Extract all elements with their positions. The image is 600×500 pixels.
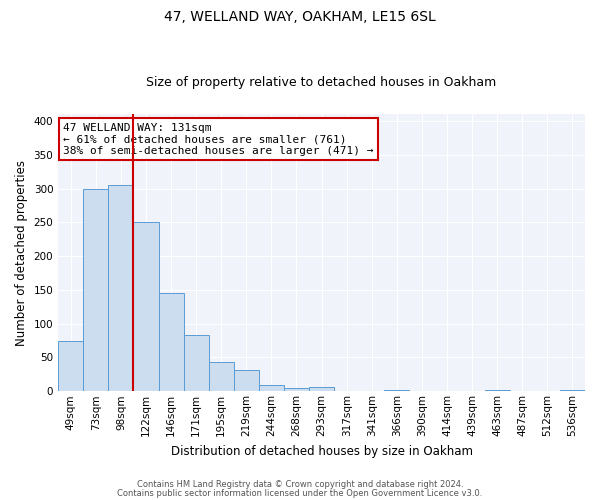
Bar <box>83 188 109 392</box>
Bar <box>560 390 585 392</box>
Bar <box>234 370 259 392</box>
Bar <box>133 222 158 392</box>
Bar <box>58 340 83 392</box>
Bar <box>385 390 409 392</box>
Bar <box>109 185 133 392</box>
Text: Contains HM Land Registry data © Crown copyright and database right 2024.: Contains HM Land Registry data © Crown c… <box>137 480 463 489</box>
Bar <box>485 390 510 392</box>
Bar <box>284 388 309 392</box>
Bar <box>309 387 334 392</box>
Title: Size of property relative to detached houses in Oakham: Size of property relative to detached ho… <box>146 76 497 90</box>
Y-axis label: Number of detached properties: Number of detached properties <box>15 160 28 346</box>
Bar <box>158 294 184 392</box>
Text: Contains public sector information licensed under the Open Government Licence v3: Contains public sector information licen… <box>118 488 482 498</box>
Text: 47, WELLAND WAY, OAKHAM, LE15 6SL: 47, WELLAND WAY, OAKHAM, LE15 6SL <box>164 10 436 24</box>
Bar <box>259 384 284 392</box>
Bar <box>209 362 234 392</box>
Text: 47 WELLAND WAY: 131sqm
← 61% of detached houses are smaller (761)
38% of semi-de: 47 WELLAND WAY: 131sqm ← 61% of detached… <box>64 122 374 156</box>
X-axis label: Distribution of detached houses by size in Oakham: Distribution of detached houses by size … <box>170 444 473 458</box>
Bar <box>184 335 209 392</box>
